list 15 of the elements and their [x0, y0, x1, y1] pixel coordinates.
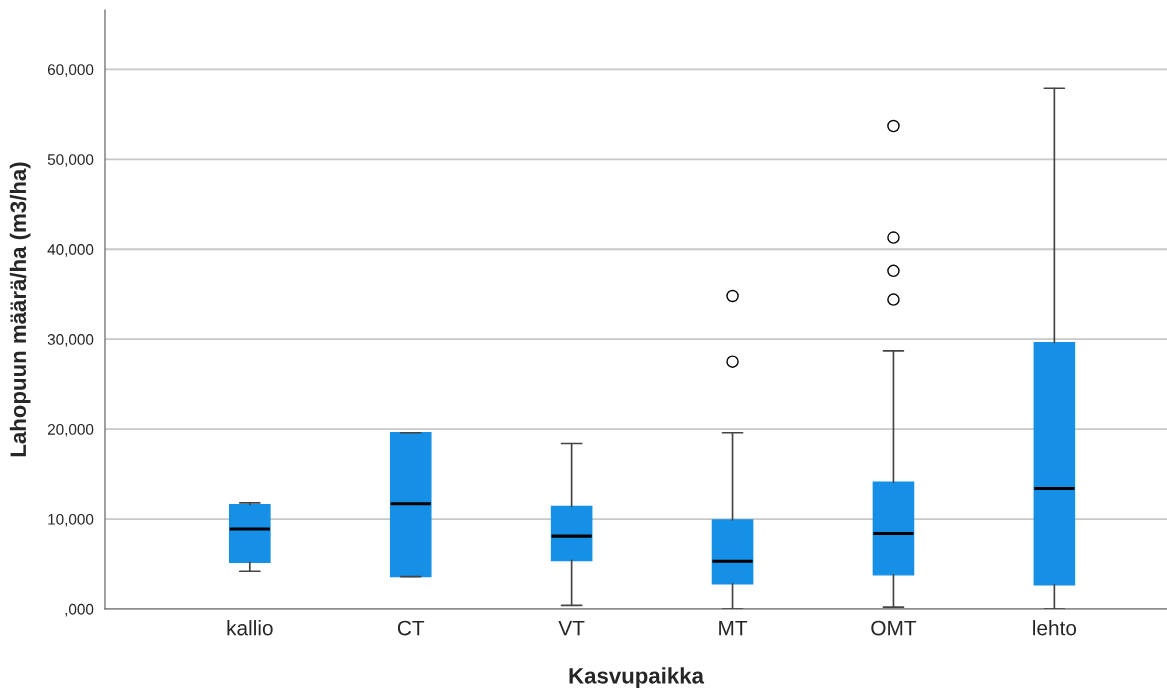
- x-tick-label: OMT: [871, 620, 917, 636]
- x-tick-label: MT: [719, 620, 748, 636]
- y-axis-title: Lahopuun määrä/ha (m3/ha): [9, 162, 31, 457]
- x-tick-label: CT: [397, 620, 425, 636]
- y-tick-label: ,000: [65, 603, 94, 617]
- y-tick-label: 50,000: [47, 154, 94, 167]
- y-tick-label: 30,000: [47, 334, 94, 347]
- y-tick-label: 10,000: [48, 513, 94, 527]
- x-tick-label: kallio: [227, 620, 273, 636]
- x-tick-label: VT: [558, 620, 585, 636]
- y-tick-label: 60,000: [47, 64, 94, 77]
- x-axis-title: Kasvupaikka: [569, 667, 705, 689]
- y-tick-label: 40,000: [47, 244, 94, 257]
- x-tick-label: lehto: [1033, 620, 1077, 636]
- y-tick-label: 20,000: [47, 423, 94, 437]
